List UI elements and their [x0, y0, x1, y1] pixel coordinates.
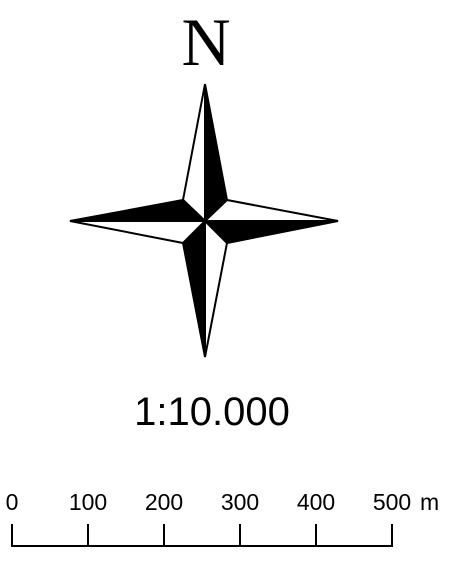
scale-tick-label-400: 400	[296, 489, 336, 515]
scale-tick-label-200: 200	[144, 489, 184, 515]
north-label: N	[181, 4, 231, 80]
south-arm-white	[204, 218, 229, 358]
scale-tick-label-100: 100	[68, 489, 108, 515]
scale-bar	[11, 524, 393, 547]
east-arm-white	[202, 198, 339, 222]
compass-rose-icon	[69, 83, 339, 358]
scale-ratio: 1:10.000	[134, 390, 290, 434]
scale-tick-label-0: 0	[5, 489, 19, 515]
scale-tick-label-300: 300	[220, 489, 260, 515]
north-arm-white	[181, 83, 206, 224]
north-arm-black	[204, 83, 229, 224]
south-arm-black	[181, 218, 206, 358]
scale-unit-label: m	[420, 489, 440, 515]
west-arm-white	[69, 220, 208, 245]
scale-tick-label-500: 500	[372, 489, 412, 515]
west-arm-black	[69, 198, 208, 222]
